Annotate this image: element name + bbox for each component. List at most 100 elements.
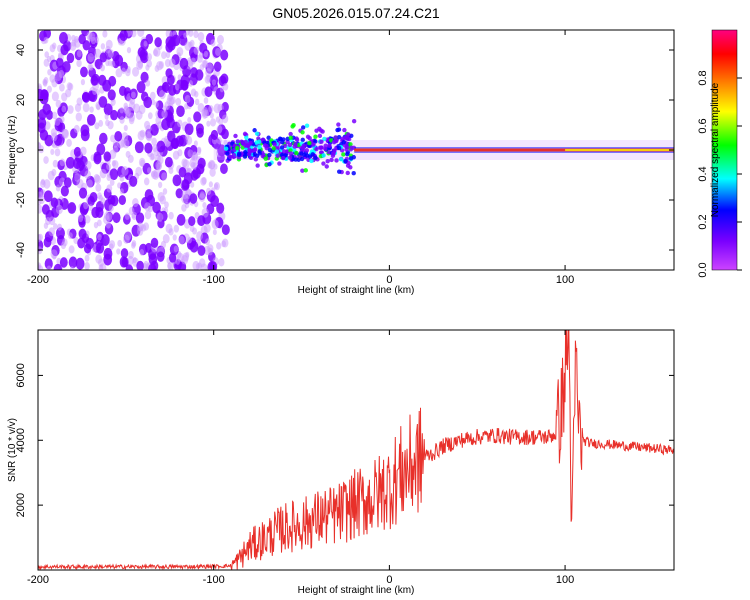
noise-mark (128, 116, 135, 125)
transition-mark (267, 152, 272, 158)
transition-mark (236, 152, 242, 157)
transition-mark (242, 154, 248, 159)
noise-mark (181, 179, 190, 190)
transition-mark (351, 118, 357, 124)
noise-mark (84, 215, 91, 224)
noise-mark (95, 183, 102, 192)
transition-mark (340, 136, 345, 142)
noise-mark (123, 124, 128, 132)
spectrogram-y-tick-label: 0 (15, 147, 27, 153)
noise-mark (143, 96, 153, 109)
noise-mark (76, 50, 82, 58)
noise-mark (175, 135, 184, 147)
noise-mark (187, 116, 192, 124)
noise-mark (38, 262, 42, 270)
transition-mark (332, 148, 337, 154)
transition-mark (324, 164, 329, 169)
transition-mark (267, 147, 273, 153)
noise-mark (55, 184, 61, 192)
noise-mark (73, 124, 80, 134)
noise-mark (190, 181, 195, 188)
transition-mark (307, 140, 312, 146)
noise-mark (172, 174, 182, 187)
transition-mark (288, 135, 293, 140)
transition-mark (290, 124, 295, 129)
noise-mark (164, 58, 171, 68)
noise-mark (59, 115, 65, 124)
noise-mark (161, 172, 168, 181)
noise-mark (187, 149, 194, 158)
noise-mark (54, 117, 61, 126)
noise-mark (118, 195, 127, 206)
noise-mark (78, 187, 88, 199)
noise-mark (45, 109, 54, 121)
noise-mark (100, 64, 105, 72)
noise-mark (156, 140, 166, 153)
noise-mark (96, 143, 106, 156)
noise-mark (221, 114, 229, 124)
noise-mark (92, 87, 98, 96)
noise-mark (223, 139, 228, 146)
snr-x-ticks: -200 -100 0 100 (27, 330, 574, 586)
noise-mark (188, 30, 194, 37)
noise-mark (184, 94, 191, 104)
noise-mark (61, 105, 67, 113)
noise-mark (38, 117, 47, 129)
transition-mark (307, 136, 312, 141)
transition-mark (341, 152, 346, 157)
transition-mark (321, 153, 326, 158)
noise-mark (38, 145, 45, 154)
noise-mark (216, 202, 225, 214)
noise-mark (161, 82, 170, 93)
noise-mark (165, 30, 173, 39)
noise-mark (50, 148, 55, 155)
transition-mark (257, 144, 262, 149)
noise-mark (104, 113, 109, 120)
transition-mark (255, 163, 260, 168)
transition-mark (320, 129, 325, 134)
noise-mark (188, 216, 196, 227)
noise-mark (206, 187, 212, 196)
transition-mark (314, 146, 319, 152)
noise-mark (80, 66, 88, 78)
noise-mark (119, 30, 128, 41)
colorbar (711, 29, 738, 271)
noise-mark (46, 265, 52, 270)
noise-mark (49, 44, 56, 53)
transition-mark (235, 145, 240, 151)
transition-mark (280, 155, 286, 161)
noise-mark (100, 43, 106, 50)
noise-mark (62, 238, 68, 247)
noise-mark (188, 80, 194, 87)
transition-mark (247, 151, 252, 157)
noise-mark (49, 74, 56, 83)
noise-mark (193, 46, 200, 55)
transition-mark (252, 128, 257, 133)
transition-mark (231, 152, 237, 158)
snr-series-line (38, 330, 674, 570)
noise-mark (54, 148, 61, 157)
noise-mark (201, 207, 209, 218)
noise-mark (38, 233, 42, 243)
noise-mark (119, 256, 129, 268)
transition-mark (337, 169, 342, 174)
noise-mark (151, 137, 157, 146)
noise-mark (117, 239, 123, 247)
noise-mark (125, 68, 131, 77)
noise-mark (106, 174, 112, 182)
noise-mark (217, 144, 227, 157)
noise-mark (55, 99, 62, 108)
noise-mark (70, 266, 75, 270)
noise-mark (203, 97, 209, 104)
noise-mark (66, 82, 73, 91)
spectrogram-y-tick-label: 40 (15, 44, 27, 56)
transition-mark (264, 143, 269, 149)
transition-mark (303, 168, 308, 173)
transition-mark (334, 158, 339, 163)
noise-mark (60, 185, 69, 197)
noise-mark (58, 177, 66, 187)
noise-mark (143, 177, 150, 186)
noise-mark (183, 32, 188, 39)
